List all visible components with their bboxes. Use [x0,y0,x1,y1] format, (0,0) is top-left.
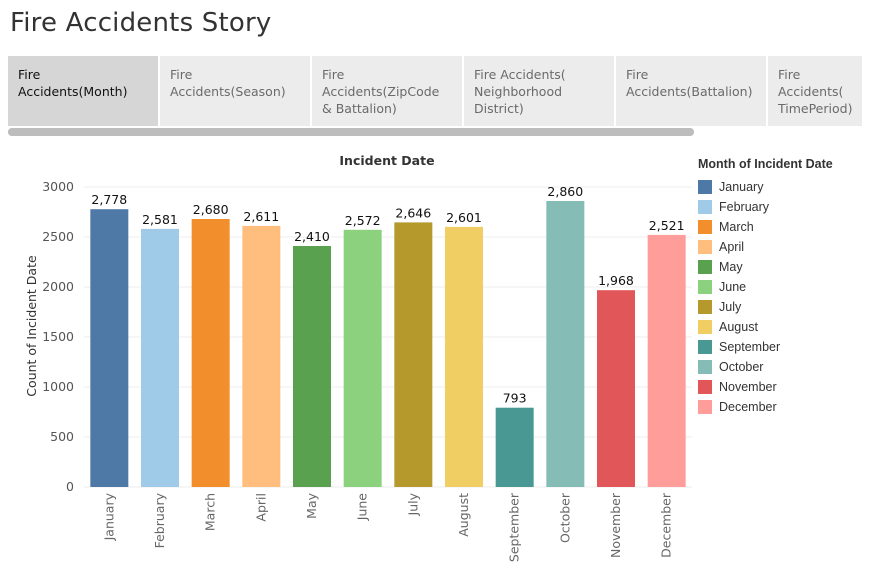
x-tick-label: October [557,492,572,543]
gridlines [84,186,692,488]
x-tick-label: November [608,492,623,558]
bar-february [141,228,179,487]
data-label: 2,601 [446,210,482,225]
data-label: 2,646 [395,205,431,220]
y-tick-label: 2000 [42,279,74,294]
legend-item-label: February [719,200,770,214]
bar-september [495,407,534,487]
legend-swatch [698,220,712,234]
tab-fire-accidents-battalion[interactable]: Fire Accidents(Battalion) [616,56,766,126]
tab-fire-accidents-month[interactable]: Fire Accidents(Month) [8,56,158,126]
x-tick-label: September [507,492,522,562]
y-axis-ticks: 0 500 1000 1500 2000 2500 3000 [42,179,74,494]
x-tick-label: April [253,493,268,522]
bar-march [191,219,230,487]
legend: Month of Incident Date January February Ma… [698,157,864,417]
legend-swatch [698,260,712,274]
bar-may [293,246,331,487]
bar-august [445,226,483,487]
bar-january [90,209,129,487]
legend-item-october[interactable]: October [698,357,864,377]
story-tabs: Fire Accidents(Month) Fire Accidents(Sea… [8,56,862,126]
legend-swatch [698,280,712,294]
bar-october [546,201,585,487]
legend-item-label: December [719,400,777,414]
legend-swatch [698,340,712,354]
x-tick-label: January [101,492,116,541]
legend-item-label: May [719,260,743,274]
data-label: 2,860 [547,184,583,199]
legend-swatch [698,200,712,214]
data-label: 2,778 [91,192,127,207]
legend-item-label: January [719,180,764,194]
data-label: 2,581 [142,212,178,227]
legend-item-label: March [719,220,754,234]
x-axis-ticks: January February March April May June July Augu… [101,492,673,562]
y-tick-label: 1500 [42,329,74,344]
data-label: 1,968 [598,273,634,288]
data-label: 2,572 [345,213,381,228]
legend-item-label: October [719,360,764,374]
y-tick-label: 3000 [42,179,74,194]
x-tick-label: May [304,492,319,518]
tab-fire-accidents-season[interactable]: Fire Accidents(Season) [160,56,310,126]
story-title: Fire Accidents Story [10,8,272,38]
data-label: 2,410 [294,229,330,244]
x-tick-label: July [405,492,420,516]
legend-item-may[interactable]: May [698,257,864,277]
bar-december [647,234,686,487]
legend-swatch [698,300,712,314]
legend-item-label: September [719,340,781,354]
legend-item-august[interactable]: August [698,317,864,337]
y-tick-label: 2500 [42,229,74,244]
bar-july [394,222,433,487]
tab-fire-accidents-neighborhood-district[interactable]: Fire Accidents( Neighborhood District) [464,56,614,126]
y-axis-label: Count of Incident Date [24,255,39,397]
bars [90,201,686,488]
legend-title: Month of Incident Date [698,157,833,171]
legend-item-september[interactable]: September [698,337,864,357]
legend-item-january[interactable]: January [698,177,864,197]
legend-item-label: July [719,300,742,314]
tabs-scrollbar[interactable] [8,128,694,136]
tabs-scrollbar-thumb[interactable] [8,128,694,136]
legend-item-june[interactable]: June [698,277,864,297]
x-tick-label: February [152,492,167,548]
x-tick-label: August [456,493,471,537]
x-tick-label: March [203,493,218,531]
legend-item-label: June [719,280,747,294]
tab-fire-accidents-timeperiod[interactable]: Fire Accidents( TimePeriod) [768,56,862,126]
legend-item-label: November [719,380,777,394]
data-label: 2,521 [649,218,685,233]
legend-swatch [698,380,712,394]
data-label: 2,611 [243,209,279,224]
legend-swatch [698,400,712,414]
legend-swatch [698,180,712,194]
bar-april [242,225,281,487]
chart-title: Incident Date [339,153,434,168]
legend-item-april[interactable]: April [698,237,864,257]
y-tick-label: 0 [66,479,74,494]
legend-item-december[interactable]: December [698,397,864,417]
legend-item-july[interactable]: July [698,297,864,317]
legend-swatch [698,320,712,334]
legend-item-march[interactable]: March [698,217,864,237]
y-tick-label: 500 [50,429,74,444]
legend-item-november[interactable]: November [698,377,864,397]
legend-swatch [698,240,712,254]
x-tick-label: June [355,493,370,522]
tab-fire-accidents-zipcode-battalion[interactable]: Fire Accidents(ZipCode & Battalion) [312,56,462,126]
bar-november [597,290,635,487]
data-label: 2,680 [193,202,229,217]
legend-swatch [698,360,712,374]
legend-item-label: August [719,320,758,334]
y-tick-label: 1000 [42,379,74,394]
bar-june [343,229,382,488]
legend-items: January February March April May June July Augu… [698,177,864,417]
data-label: 793 [503,391,527,406]
x-tick-label: December [659,492,674,558]
legend-item-label: April [719,240,745,254]
legend-item-february[interactable]: February [698,197,864,217]
data-labels: 2,778 2,581 2,680 2,611 2,410 2,572 2,646 2,601… [91,184,684,406]
